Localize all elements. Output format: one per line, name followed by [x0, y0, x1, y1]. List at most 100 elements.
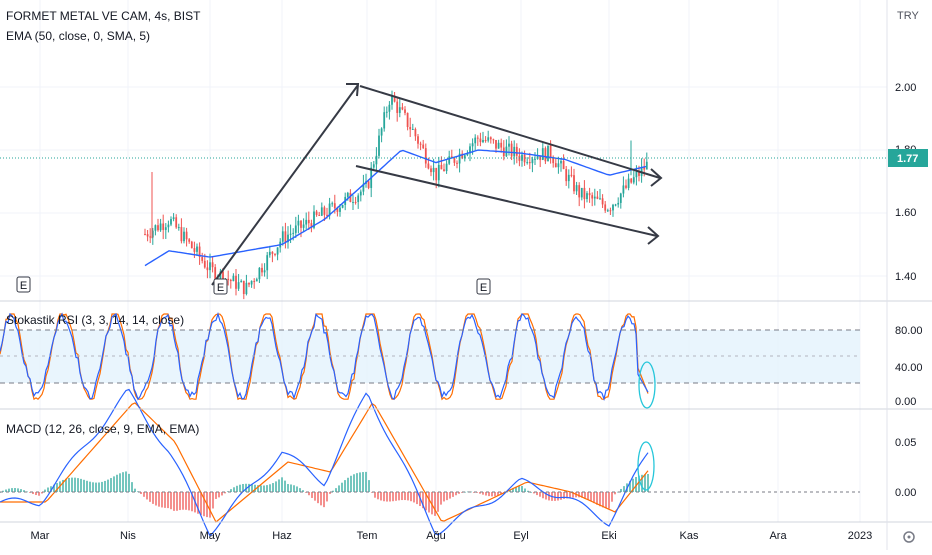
macd-hist-bar-207 — [620, 488, 622, 492]
candle-body-123 — [463, 155, 466, 159]
macd-hist-bar-39 — [116, 474, 118, 492]
earnings-marker-1[interactable]: E — [16, 276, 31, 293]
macd-hist-bar-47 — [140, 492, 142, 495]
macd-hist-bar-73 — [218, 492, 220, 498]
candle-body-112 — [435, 167, 438, 181]
candle-body-8 — [164, 227, 167, 230]
candle-body-125 — [469, 146, 471, 154]
candle-body-137 — [500, 142, 503, 148]
macd-hist-bar-202 — [605, 492, 607, 509]
candle-body-179 — [609, 210, 612, 212]
candle-body-108 — [424, 148, 427, 164]
macd-series — [0, 388, 649, 537]
candle-body-116 — [445, 163, 448, 172]
candle-body-30 — [222, 271, 224, 285]
macd-hist-bar-141 — [422, 492, 424, 509]
candle-body-170 — [586, 193, 588, 200]
macd-legend[interactable]: MACD (12, 26, close, 9, EMA, EMA) — [6, 422, 199, 436]
candle-body-178 — [606, 210, 609, 212]
candle-body-83 — [359, 191, 362, 196]
candle-body-36 — [237, 282, 240, 289]
candle-body-176 — [601, 198, 604, 205]
macd-hist-bar-186 — [557, 492, 559, 501]
candle-body-171 — [588, 193, 591, 196]
stoch-annotation-ellipse[interactable] — [638, 361, 656, 409]
candle-body-158 — [554, 163, 557, 168]
candle-body-43 — [255, 279, 258, 282]
candle-body-115 — [443, 169, 445, 172]
macd-hist-bar-71 — [212, 492, 214, 509]
macd-hist-bar-205 — [614, 492, 616, 495]
candle-body-173 — [593, 196, 596, 199]
macd-hist-bar-48 — [143, 492, 145, 497]
candle-body-128 — [476, 137, 479, 139]
macd-hist-bar-15 — [44, 489, 46, 492]
trend-lines[interactable] — [211, 83, 663, 286]
macd-hist-bar-138 — [413, 492, 415, 503]
macd-hist-bar-14 — [41, 492, 43, 494]
candle-body-174 — [596, 196, 599, 199]
macd-hist-bar-58 — [173, 492, 175, 511]
candle-body-80 — [352, 201, 354, 203]
candle-body-134 — [492, 139, 495, 141]
candle-body-126 — [471, 143, 474, 147]
stoch-tick-0: 0.00 — [895, 396, 916, 408]
candle-body-159 — [557, 163, 560, 168]
month-eki: Eki — [601, 530, 616, 542]
candle-body-62 — [305, 219, 308, 225]
candle-body-45 — [261, 267, 263, 273]
candle-body-185 — [625, 185, 627, 188]
macd-hist-bar-63 — [188, 492, 190, 511]
candle-body-124 — [466, 153, 469, 156]
macd-hist-bar-66 — [197, 492, 199, 514]
macd-hist-bar-4 — [11, 488, 13, 492]
macd-hist-bar-34 — [101, 481, 103, 492]
macd-hist-bar-135 — [404, 492, 406, 501]
macd-hist-bar-139 — [416, 492, 418, 505]
candle-body-25 — [209, 262, 211, 271]
candle-body-121 — [458, 153, 461, 164]
candle-body-188 — [632, 177, 635, 183]
candle-body-147 — [526, 162, 529, 164]
candle-body-153 — [541, 148, 544, 161]
candle-body-35 — [235, 275, 237, 289]
macd-hist-bar-82 — [245, 483, 247, 492]
candle-body-13 — [177, 227, 180, 229]
candle-body-61 — [302, 224, 305, 228]
earnings-marker-3[interactable]: E — [476, 278, 491, 295]
candle-body-168 — [580, 187, 583, 198]
macd-hist-bar-183 — [548, 492, 550, 501]
candle-body-14 — [180, 227, 183, 242]
candle-body-23 — [203, 260, 206, 268]
candle-body-136 — [497, 142, 500, 149]
last-price-badge[interactable]: 1.77 — [888, 149, 928, 167]
macd-hist-bar-85 — [254, 484, 256, 492]
symbol-title[interactable]: FORMET METAL VE CAM, 4s, BIST — [6, 9, 201, 23]
candle-body-19 — [193, 248, 196, 252]
macd-hist-bar-151 — [452, 492, 454, 497]
macd-hist-bar-50 — [149, 492, 151, 502]
macd-hist-bar-108 — [323, 492, 325, 508]
macd-annotation-ellipse[interactable] — [637, 441, 655, 491]
stoch-legend[interactable]: Stokastik RSI (3, 3, 14, 14, close) — [6, 313, 184, 327]
candle-body-6 — [159, 223, 162, 231]
macd-hist-bar-40 — [119, 473, 121, 492]
macd-hist-bar-59 — [176, 492, 178, 511]
earnings-marker-2[interactable]: E — [213, 278, 228, 295]
candle-body-37 — [240, 280, 243, 283]
macd-hist-bar-19 — [56, 483, 58, 492]
macd-hist-bar-150 — [449, 492, 451, 499]
ema-legend[interactable]: EMA (50, close, 0, SMA, 5) — [6, 29, 150, 43]
candle-body-79 — [349, 192, 352, 203]
candle-body-143 — [515, 146, 518, 156]
macd-hist-bar-8 — [23, 490, 25, 492]
last-price-value: 1.77 — [897, 153, 918, 165]
macd-hist-bar-188 — [563, 492, 565, 499]
candle-body-17 — [188, 239, 191, 242]
candle-body-113 — [437, 164, 440, 181]
candle-body-98 — [398, 107, 401, 113]
candle-body-156 — [549, 145, 552, 158]
settings-gear-icon[interactable] — [903, 531, 915, 543]
macd-hist-bar-131 — [392, 492, 394, 502]
